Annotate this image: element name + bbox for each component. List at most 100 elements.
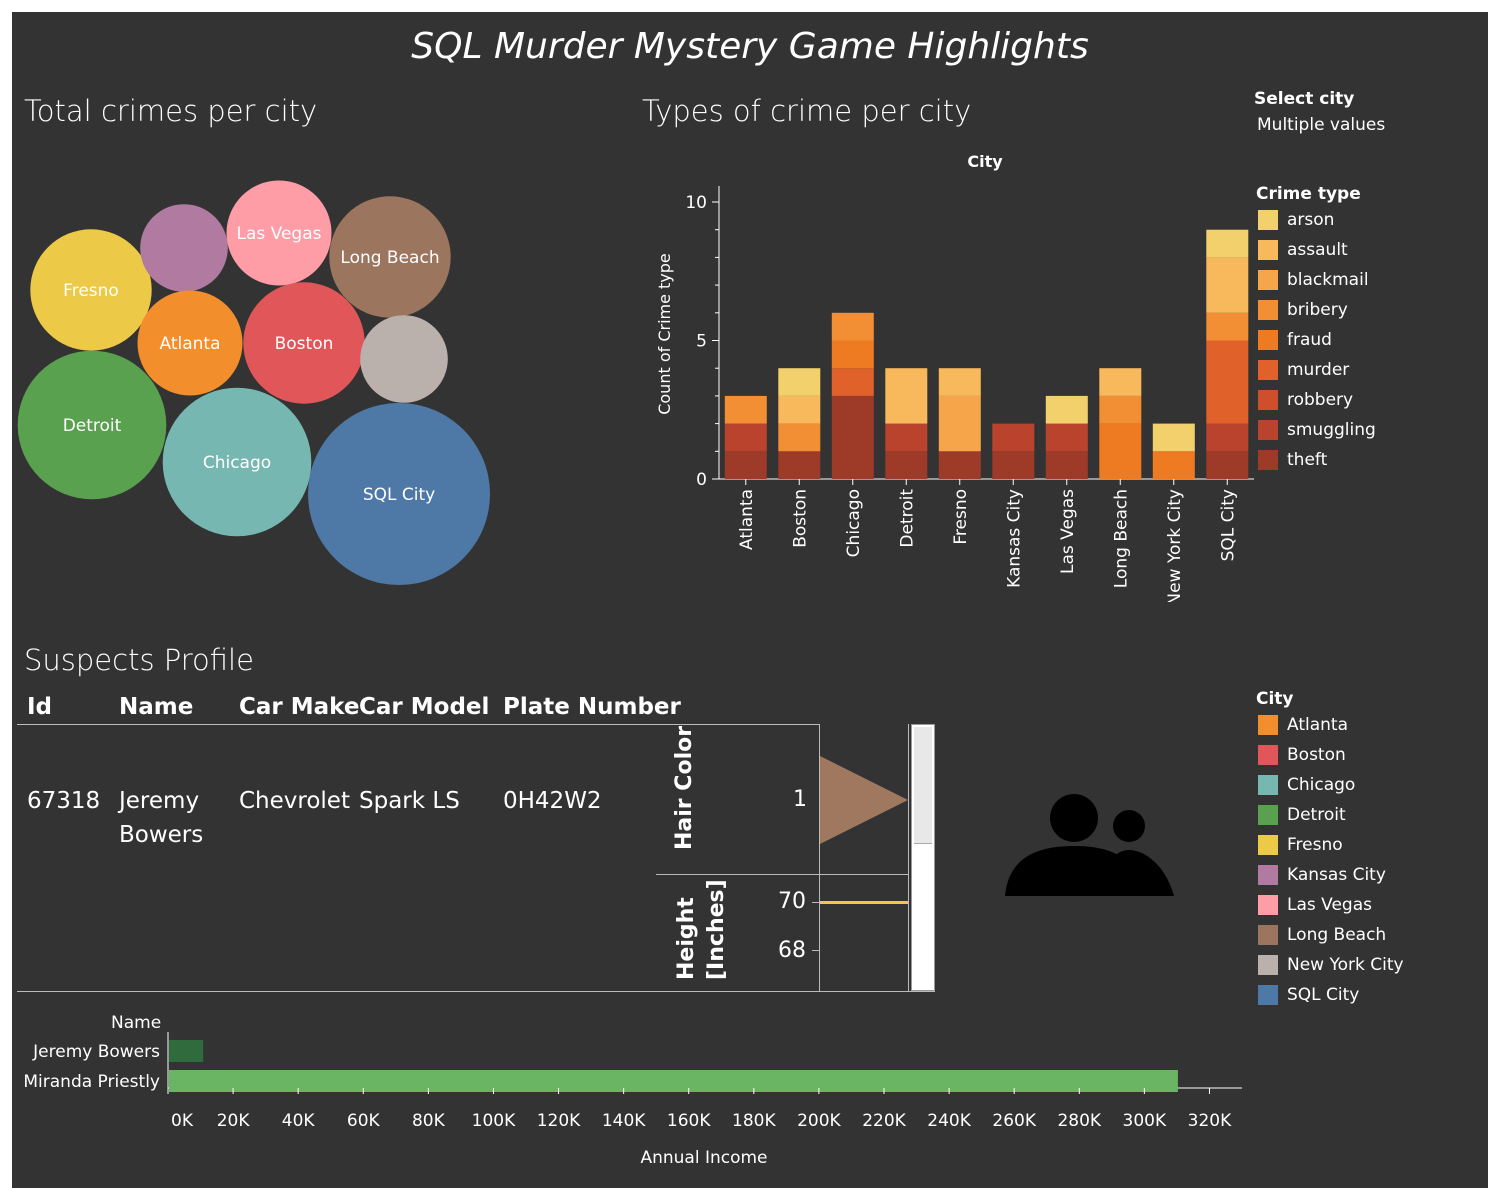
- x-tick-label-detroit: Detroit: [897, 489, 917, 548]
- bar-atlanta-smuggling[interactable]: [724, 423, 767, 452]
- crime-legend-item-robbery[interactable]: robbery: [1258, 385, 1376, 415]
- city-legend-item-kansas-city[interactable]: Kansas City: [1258, 860, 1404, 890]
- bar-boston-arson[interactable]: [778, 368, 821, 396]
- bubble-fresno[interactable]: [30, 229, 152, 351]
- crime-legend-item-murder[interactable]: murder: [1258, 355, 1376, 385]
- bar-fresno-assault[interactable]: [938, 368, 981, 396]
- income-tick-label: 320K: [1188, 1111, 1232, 1131]
- bar-new-york-city-arson[interactable]: [1152, 423, 1195, 452]
- income-bar-jeremy-bowers[interactable]: [169, 1040, 204, 1062]
- legend-label: assault: [1287, 240, 1348, 260]
- city-legend-item-chicago[interactable]: Chicago: [1258, 770, 1404, 800]
- x-tick-label-boston: Boston: [790, 489, 810, 548]
- bar-sql-city-smuggling[interactable]: [1206, 423, 1249, 452]
- income-bar-miranda-priestly[interactable]: [169, 1070, 1178, 1092]
- legend-label: fraud: [1287, 330, 1332, 350]
- x-tick-label-fresno: Fresno: [951, 489, 971, 545]
- crime-legend-item-theft[interactable]: theft: [1258, 445, 1376, 475]
- bubble-chart[interactable]: Fresno Las Vegas Long Beach Atlanta Boston De…: [12, 172, 512, 612]
- bar-boston-bribery[interactable]: [778, 423, 821, 452]
- bar-chicago-fraud[interactable]: [831, 340, 874, 369]
- bubble-sql-city[interactable]: [308, 403, 490, 585]
- scrollbar-thumb[interactable]: [914, 727, 932, 844]
- suspect-plate: 0H42W2: [503, 788, 602, 814]
- bubble-detroit[interactable]: [17, 350, 167, 500]
- height-tick-68: 68: [778, 938, 806, 963]
- bubble-chart-title: Total crimes per city: [24, 94, 318, 128]
- city-legend-item-new-york-city[interactable]: New York City: [1258, 950, 1404, 980]
- bar-atlanta-theft[interactable]: [724, 451, 767, 479]
- bar-sql-city-murder[interactable]: [1206, 340, 1249, 424]
- bar-chicago-bribery[interactable]: [831, 312, 874, 341]
- scrollbar-track[interactable]: [911, 724, 935, 991]
- bar-long-beach-bribery[interactable]: [1099, 395, 1142, 424]
- bar-atlanta-bribery[interactable]: [724, 395, 767, 424]
- bubble-las-vegas[interactable]: [226, 180, 332, 286]
- legend-label: Detroit: [1287, 805, 1346, 825]
- bar-long-beach-fraud[interactable]: [1099, 423, 1142, 479]
- bar-detroit-smuggling[interactable]: [885, 423, 928, 452]
- bar-boston-theft[interactable]: [778, 451, 821, 479]
- hair-color-triangle[interactable]: [820, 756, 908, 844]
- income-tick-label: 140K: [602, 1111, 646, 1131]
- height-value-line[interactable]: [820, 901, 908, 904]
- city-legend-item-las-vegas[interactable]: Las Vegas: [1258, 890, 1404, 920]
- bubble-new-york-city[interactable]: [360, 315, 448, 403]
- bar-boston-assault[interactable]: [778, 395, 821, 424]
- bar-sql-city-arson[interactable]: [1206, 229, 1249, 258]
- crime-legend-item-blackmail[interactable]: blackmail: [1258, 265, 1376, 295]
- city-legend-item-boston[interactable]: Boston: [1258, 740, 1404, 770]
- hair-color-label: Hair Color: [672, 725, 697, 850]
- stacked-bar-chart[interactable]: City Count of Crime type 10 5 0 Atlanta Bost…: [627, 142, 1257, 602]
- table-top-border: [17, 724, 820, 725]
- car-model-header: Car Model: [359, 694, 490, 720]
- bar-sql-city-theft[interactable]: [1206, 451, 1249, 479]
- income-tick-label: 180K: [732, 1111, 776, 1131]
- city-legend-item-sql-city[interactable]: SQL City: [1258, 980, 1404, 1010]
- city-legend-item-long-beach[interactable]: Long Beach: [1258, 920, 1404, 950]
- city-filter-dropdown[interactable]: Multiple values: [1257, 115, 1386, 135]
- bar-las-vegas-smuggling[interactable]: [1045, 423, 1088, 452]
- bar-detroit-assault[interactable]: [885, 368, 928, 424]
- suspect-car-model: Spark LS: [359, 788, 460, 814]
- bar-chicago-murder[interactable]: [831, 368, 874, 396]
- crime-legend-item-fraud[interactable]: fraud: [1258, 325, 1376, 355]
- bubble-long-beach[interactable]: [329, 196, 451, 318]
- city-legend-item-fresno[interactable]: Fresno: [1258, 830, 1404, 860]
- suspect-name-last: Bowers: [119, 822, 204, 848]
- income-tick-label: 100K: [472, 1111, 516, 1131]
- bar-fresno-theft[interactable]: [938, 451, 981, 479]
- bar-chicago-theft[interactable]: [831, 395, 874, 479]
- city-legend-item-detroit[interactable]: Detroit: [1258, 800, 1404, 830]
- bar-kansas-city-theft[interactable]: [992, 451, 1035, 479]
- bar-las-vegas-theft[interactable]: [1045, 451, 1088, 479]
- bar-sql-city-assault[interactable]: [1206, 257, 1249, 313]
- legend-label: Long Beach: [1287, 925, 1387, 945]
- bar-kansas-city-smuggling[interactable]: [992, 423, 1035, 452]
- crime-legend-item-bribery[interactable]: bribery: [1258, 295, 1376, 325]
- bar-fresno-blackmail[interactable]: [938, 395, 981, 452]
- crime-legend-item-arson[interactable]: arson: [1258, 205, 1376, 235]
- bubble-atlanta[interactable]: [137, 290, 243, 396]
- bar-las-vegas-arson[interactable]: [1045, 395, 1088, 424]
- bubble-boston[interactable]: [243, 282, 365, 404]
- income-bar-chart[interactable]: Annual Income Jeremy Bowers Miranda Pries…: [12, 1032, 1252, 1182]
- y-axis-label: Count of Crime type: [655, 253, 674, 415]
- income-tick-label: 0K: [171, 1111, 194, 1131]
- bar-new-york-city-fraud[interactable]: [1152, 451, 1195, 479]
- bubble-kansas-city[interactable]: [140, 204, 228, 292]
- bar-long-beach-assault[interactable]: [1099, 368, 1142, 396]
- x-tick-label-new-york-city: New York City: [1165, 489, 1185, 602]
- legend-swatch: [1258, 450, 1278, 470]
- income-tick-label: 80K: [412, 1111, 446, 1131]
- legend-label: New York City: [1287, 955, 1404, 975]
- crime-legend-item-assault[interactable]: assault: [1258, 235, 1376, 265]
- bar-sql-city-bribery[interactable]: [1206, 312, 1249, 341]
- crime-legend-item-smuggling[interactable]: smuggling: [1258, 415, 1376, 445]
- plate-number-header: Plate Number: [503, 694, 681, 720]
- bar-detroit-theft[interactable]: [885, 451, 928, 479]
- bubble-chicago[interactable]: [162, 387, 312, 537]
- income-tick-label: 220K: [862, 1111, 906, 1131]
- city-legend-item-atlanta[interactable]: Atlanta: [1258, 710, 1404, 740]
- bubble-label-long-beach: Long Beach: [340, 248, 439, 268]
